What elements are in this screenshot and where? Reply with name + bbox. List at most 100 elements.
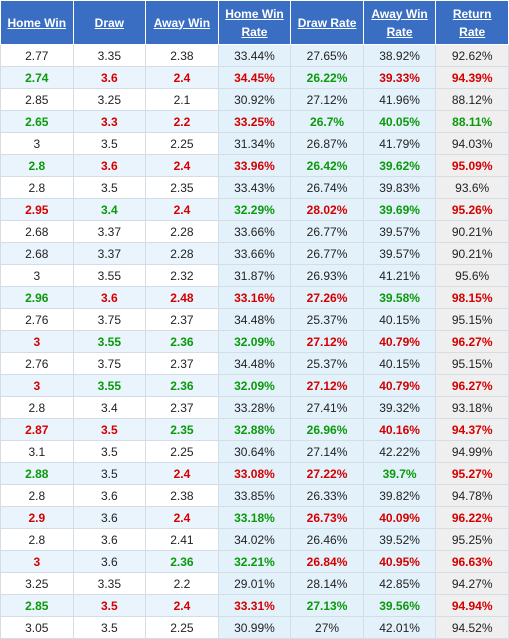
- table-cell: 94.52%: [435, 616, 509, 639]
- table-row: 3.25 3.35 2.2 29.01% 28.14% 42.85% 94.27%: [0, 572, 509, 595]
- table-cell: 96.22%: [435, 506, 509, 529]
- table-cell: 88.12%: [435, 88, 509, 111]
- table-cell: 94.39%: [435, 66, 509, 89]
- table-cell: 2.68: [0, 220, 74, 243]
- table-cell: 30.99%: [217, 616, 292, 639]
- table-cell: 26.42%: [290, 154, 364, 177]
- column-header: Home Win Rate: [217, 0, 292, 45]
- table-cell: 39.69%: [362, 198, 437, 221]
- table-row: 2.8 3.5 2.35 33.43% 26.74% 39.83% 93.6%: [0, 176, 509, 199]
- table-cell: 2.8: [0, 396, 74, 419]
- table-cell: 39.56%: [362, 594, 437, 617]
- table-cell: 2.38: [145, 484, 219, 507]
- table-row: 3.1 3.5 2.25 30.64% 27.14% 42.22% 94.99%: [0, 440, 509, 463]
- table-cell: 2.96: [0, 286, 74, 309]
- table-cell: 2.37: [145, 308, 219, 331]
- table-cell: 32.29%: [217, 198, 292, 221]
- table-cell: 26.7%: [290, 110, 364, 133]
- table-row: 3.05 3.5 2.25 30.99% 27% 42.01% 94.52%: [0, 616, 509, 639]
- table-cell: 3.35: [72, 572, 147, 595]
- table-cell: 39.57%: [362, 242, 437, 265]
- table-cell: 2.37: [145, 352, 219, 375]
- table-row: 2.74 3.6 2.4 34.45% 26.22% 39.33% 94.39%: [0, 66, 509, 89]
- table-cell: 3.5: [72, 176, 147, 199]
- table-cell: 88.11%: [435, 110, 509, 133]
- table-row: 2.68 3.37 2.28 33.66% 26.77% 39.57% 90.21%: [0, 242, 509, 265]
- table-cell: 27.14%: [290, 440, 364, 463]
- table-cell: 26.77%: [290, 220, 364, 243]
- table-cell: 94.03%: [435, 132, 509, 155]
- table-cell: 2.85: [0, 88, 74, 111]
- table-cell: 2.4: [145, 198, 219, 221]
- table-cell: 40.15%: [362, 352, 437, 375]
- table-cell: 40.16%: [362, 418, 437, 441]
- table-cell: 3.75: [72, 308, 147, 331]
- table-cell: 2.25: [145, 132, 219, 155]
- table-cell: 2.4: [145, 462, 219, 485]
- table-cell: 94.27%: [435, 572, 509, 595]
- table-cell: 96.27%: [435, 330, 509, 353]
- table-cell: 33.44%: [217, 44, 292, 67]
- table-cell: 3.5: [72, 616, 147, 639]
- table-cell: 25.37%: [290, 352, 364, 375]
- table-cell: 3.5: [72, 594, 147, 617]
- table-cell: 3.6: [72, 528, 147, 551]
- table-cell: 98.15%: [435, 286, 509, 309]
- table-row: 3 3.5 2.25 31.34% 26.87% 41.79% 94.03%: [0, 132, 509, 155]
- table-cell: 3: [0, 550, 74, 573]
- table-cell: 27.12%: [290, 88, 364, 111]
- table-cell: 3.55: [72, 264, 147, 287]
- table-cell: 2.38: [145, 44, 219, 67]
- table-cell: 2.77: [0, 44, 74, 67]
- column-header: Draw Rate: [290, 0, 364, 45]
- table-cell: 94.37%: [435, 418, 509, 441]
- table-cell: 94.94%: [435, 594, 509, 617]
- table-row: 3 3.55 2.32 31.87% 26.93% 41.21% 95.6%: [0, 264, 509, 287]
- table-cell: 90.21%: [435, 242, 509, 265]
- table-cell: 26.46%: [290, 528, 364, 551]
- table-cell: 33.43%: [217, 176, 292, 199]
- table-cell: 95.15%: [435, 352, 509, 375]
- table-cell: 95.26%: [435, 198, 509, 221]
- table-cell: 2.9: [0, 506, 74, 529]
- table-cell: 2.28: [145, 220, 219, 243]
- table-row: 2.9 3.6 2.4 33.18% 26.73% 40.09% 96.22%: [0, 506, 509, 529]
- table-row: 2.77 3.35 2.38 33.44% 27.65% 38.92% 92.62%: [0, 44, 509, 67]
- table-cell: 93.18%: [435, 396, 509, 419]
- table-cell: 33.28%: [217, 396, 292, 419]
- table-cell: 3.05: [0, 616, 74, 639]
- table-cell: 40.05%: [362, 110, 437, 133]
- table-cell: 34.45%: [217, 66, 292, 89]
- table-cell: 39.33%: [362, 66, 437, 89]
- table-cell: 27%: [290, 616, 364, 639]
- table-cell: 26.22%: [290, 66, 364, 89]
- table-cell: 3.6: [72, 286, 147, 309]
- table-cell: 3.75: [72, 352, 147, 375]
- table-cell: 2.41: [145, 528, 219, 551]
- table-cell: 30.64%: [217, 440, 292, 463]
- table-row: 2.85 3.5 2.4 33.31% 27.13% 39.56% 94.94%: [0, 594, 509, 617]
- table-cell: 32.09%: [217, 330, 292, 353]
- table-row: 3 3.55 2.36 32.09% 27.12% 40.79% 96.27%: [0, 374, 509, 397]
- table-cell: 2.85: [0, 594, 74, 617]
- table-cell: 2.8: [0, 484, 74, 507]
- table-cell: 2.25: [145, 440, 219, 463]
- table-cell: 96.27%: [435, 374, 509, 397]
- table-cell: 26.74%: [290, 176, 364, 199]
- table-cell: 2.76: [0, 308, 74, 331]
- table-row: 2.8 3.4 2.37 33.28% 27.41% 39.32% 93.18%: [0, 396, 509, 419]
- table-cell: 95.15%: [435, 308, 509, 331]
- table-cell: 33.66%: [217, 220, 292, 243]
- table-cell: 33.16%: [217, 286, 292, 309]
- table-cell: 26.93%: [290, 264, 364, 287]
- table-row: 3 3.6 2.36 32.21% 26.84% 40.95% 96.63%: [0, 550, 509, 573]
- table-cell: 95.25%: [435, 528, 509, 551]
- table-cell: 2.36: [145, 374, 219, 397]
- table-cell: 2.37: [145, 396, 219, 419]
- table-cell: 2.4: [145, 154, 219, 177]
- table-head: Home Win Draw Away Win Home Win Rate Draw Ra…: [0, 0, 509, 45]
- table-cell: 92.62%: [435, 44, 509, 67]
- table-cell: 27.22%: [290, 462, 364, 485]
